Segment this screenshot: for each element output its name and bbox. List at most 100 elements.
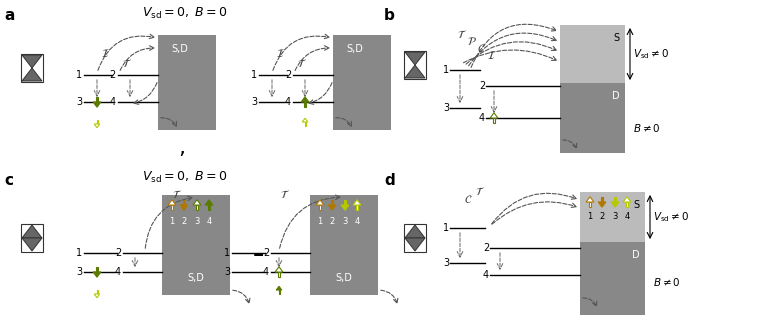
Text: 4: 4 [354,217,360,226]
Text: 3: 3 [224,267,230,277]
Bar [626,202,628,207]
FancyArrowPatch shape [279,195,340,248]
Text: 2: 2 [181,217,187,226]
Text: 1: 1 [224,248,230,258]
Bar [96,290,97,294]
Bar [331,200,332,205]
Text: $V_{\rm sd}=0,\ B=0$: $V_{\rm sd}=0,\ B=0$ [142,6,228,21]
Text: $\mathcal{T}$: $\mathcal{T}$ [457,28,467,40]
Polygon shape [598,202,606,207]
Polygon shape [405,52,425,65]
Bar [404,51,426,79]
FancyArrowPatch shape [492,193,576,224]
Text: 2: 2 [479,81,485,91]
Polygon shape [276,286,282,290]
Text: 1: 1 [587,212,593,221]
Text: 1: 1 [442,223,449,233]
Text: 1: 1 [442,65,449,75]
Bar [589,202,591,207]
Bar [310,195,378,295]
FancyArrowPatch shape [120,46,154,71]
Text: $\mathcal{I}$: $\mathcal{I}$ [276,47,285,59]
Text: $\mathcal{P}$: $\mathcal{P}$ [467,35,477,47]
Text: $B\neq 0$: $B\neq 0$ [633,122,661,134]
Text: 3: 3 [442,258,449,268]
Text: 4: 4 [110,97,116,107]
Text: 2: 2 [115,248,121,258]
Text: 1: 1 [76,248,82,258]
Text: 3: 3 [76,267,82,277]
Polygon shape [22,68,42,81]
Bar [580,192,645,242]
Text: b: b [384,8,395,23]
FancyArrowPatch shape [145,196,192,248]
Polygon shape [180,205,188,210]
Bar [560,25,625,83]
Bar [614,197,616,202]
FancyArrowPatch shape [583,298,597,306]
FancyArrowPatch shape [335,118,351,126]
FancyArrowPatch shape [492,202,576,224]
Text: S: S [634,200,640,210]
Bar [304,102,306,107]
FancyArrowPatch shape [309,83,332,104]
Polygon shape [611,202,619,207]
Text: 4: 4 [263,267,269,277]
FancyArrowPatch shape [98,34,154,71]
Text: D: D [632,250,640,260]
Text: c: c [4,173,13,188]
Text: $V_{\rm sd}=0,\ B=0$: $V_{\rm sd}=0,\ B=0$ [142,170,228,185]
Text: S: S [614,33,620,43]
Polygon shape [22,238,42,251]
Text: 2: 2 [285,70,291,80]
Text: 3: 3 [194,217,200,226]
Text: $V_{\rm sd}\neq 0$: $V_{\rm sd}\neq 0$ [633,47,669,61]
Text: 4: 4 [285,97,291,107]
FancyArrowPatch shape [273,34,329,71]
FancyArrowPatch shape [466,42,556,64]
Text: $B\neq 0$: $B\neq 0$ [653,276,681,288]
Text: 3: 3 [342,217,348,226]
Text: 2: 2 [110,70,116,80]
FancyArrowPatch shape [468,33,556,66]
Bar [21,224,43,252]
Text: 2: 2 [329,217,335,226]
Text: $\mathcal{C}$: $\mathcal{C}$ [464,193,473,205]
Polygon shape [405,225,425,238]
FancyArrowPatch shape [562,140,577,148]
Polygon shape [22,225,42,238]
Polygon shape [301,97,309,102]
Text: 4: 4 [115,267,121,277]
Polygon shape [341,205,349,210]
Text: 1: 1 [251,70,257,80]
Text: $\mathcal{I}$: $\mathcal{I}$ [101,47,109,59]
Bar [96,267,98,272]
Text: $V_{\rm sd}\neq 0$: $V_{\rm sd}\neq 0$ [653,210,689,224]
Text: d: d [384,173,395,188]
Polygon shape [22,55,42,68]
Text: ,: , [178,138,185,158]
Text: 1: 1 [76,70,82,80]
Bar [162,195,230,295]
Text: 2: 2 [263,248,269,258]
Text: S,D: S,D [172,44,188,54]
Polygon shape [405,238,425,251]
Text: 4: 4 [483,270,489,280]
Text: $\mathcal{T}$: $\mathcal{T}$ [122,57,132,69]
Bar [320,205,321,210]
Text: $\mathcal{C}$: $\mathcal{C}$ [477,42,486,54]
FancyArrowPatch shape [134,83,157,104]
Text: $\mathcal{T}$: $\mathcal{T}$ [475,185,485,197]
Polygon shape [93,102,101,107]
Bar [96,97,98,102]
Polygon shape [405,65,425,78]
Bar [279,272,280,277]
Text: 1: 1 [317,217,323,226]
Text: S,D: S,D [335,273,352,283]
Bar [404,224,426,252]
Text: 3: 3 [251,97,257,107]
Polygon shape [490,113,498,118]
Bar [580,242,645,315]
Text: S,D: S,D [347,44,364,54]
Polygon shape [316,200,324,205]
